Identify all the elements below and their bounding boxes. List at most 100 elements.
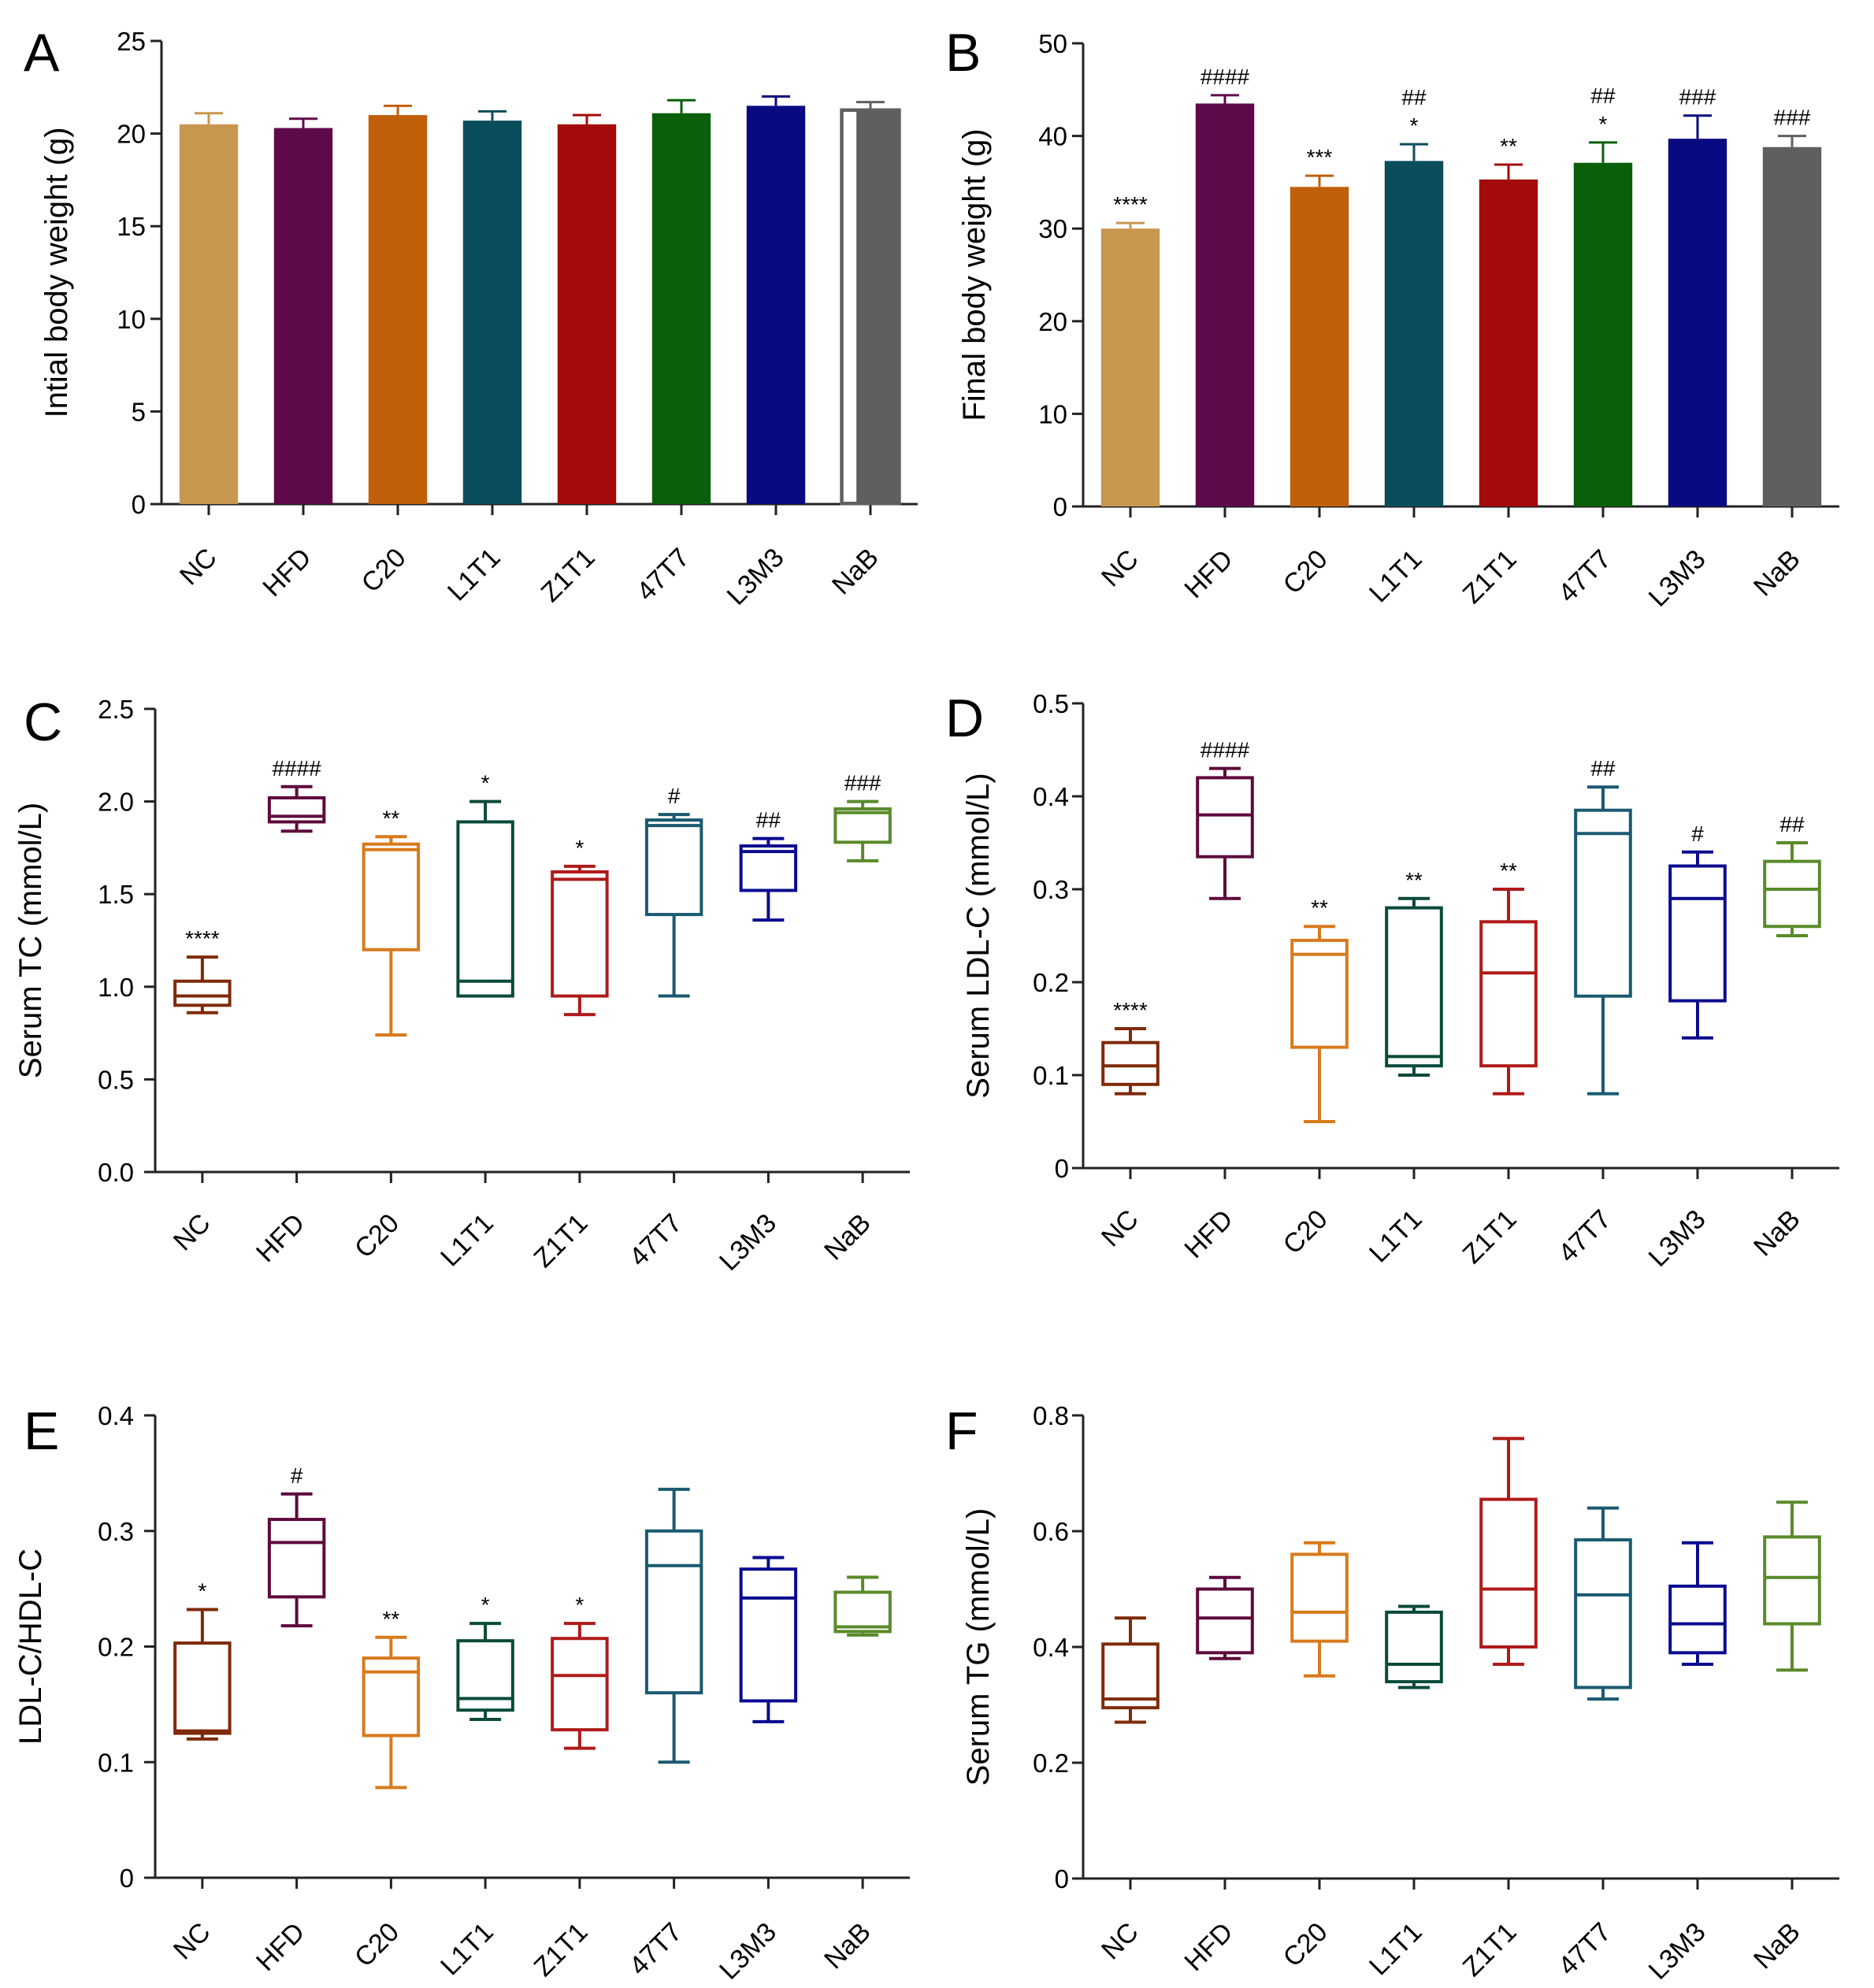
box (1668, 1584, 1727, 1655)
annotation: ### (1774, 106, 1811, 130)
box (362, 842, 421, 951)
annotation: ## (1590, 756, 1616, 781)
x-tick-label: 47T7 (624, 1917, 688, 1982)
annotation: # (1691, 822, 1704, 846)
x-tick-label: HFD (250, 1917, 310, 1977)
x-tick-label: Z1T1 (536, 543, 601, 608)
x-tick-label: L3M3 (714, 1917, 782, 1986)
y-tick-label: 40 (1038, 122, 1067, 151)
y-axis-label: Serum TG (mmol/L) (961, 1508, 996, 1786)
y-tick-label: 0.2 (98, 1633, 134, 1662)
box (551, 870, 609, 998)
x-tick-label: NaB (818, 1208, 877, 1267)
annotation: ** (1405, 868, 1423, 892)
x-tick-label: NC (1096, 1917, 1145, 1966)
panel-letter: A (24, 23, 60, 83)
panel-a: A 0 5 10 15 20 25 Intial body weight (g) NC HFD C2… (24, 23, 918, 611)
y-tick-label: 0.2 (1033, 968, 1069, 997)
x-tick-label: HFD (257, 543, 317, 603)
bar (1479, 179, 1538, 506)
y-axis-label: Final body weight (g) (957, 128, 992, 421)
bar (1573, 162, 1633, 507)
y-tick-label: 5 (132, 397, 146, 426)
annotation: * (575, 1593, 584, 1617)
x-tick-label: C20 (1278, 544, 1334, 600)
y-tick-label: 0.4 (1033, 782, 1069, 811)
box (267, 1518, 326, 1599)
annotation: ** (382, 806, 399, 830)
box (1763, 859, 1821, 929)
panel-e: E 0 0.1 0.2 0.3 0.4 LDL-C/HDL-C NC HFD C20 L1T1 Z1T… (13, 1401, 910, 1986)
box (267, 796, 326, 824)
annotation: **** (1113, 192, 1148, 217)
annotation: #### (1200, 738, 1250, 762)
y-tick-label: 0.0 (98, 1158, 134, 1187)
x-tick-label: L1T1 (435, 1917, 499, 1982)
y-axis-label: LDL-C/HDL-C (13, 1548, 48, 1745)
bar (1384, 161, 1444, 507)
y-tick-label: 0 (1055, 1154, 1069, 1183)
bar (273, 128, 333, 504)
annotation: ** (1311, 896, 1328, 920)
x-tick-label: Z1T1 (1457, 544, 1523, 610)
y-tick-label: 0 (132, 490, 146, 519)
x-tick-label: HFD (1178, 1917, 1238, 1977)
x-tick-label: 47T7 (1553, 1204, 1617, 1269)
box (1290, 938, 1349, 1049)
box (1290, 1552, 1349, 1643)
box (1479, 1497, 1538, 1649)
x-tick-label: L1T1 (435, 1208, 499, 1273)
x-tick-label: L3M3 (714, 1208, 782, 1277)
annotation: * (481, 1593, 490, 1617)
panel-b: B 0 10 20 30 40 50 Final body weight (g) NC HFD C2… (945, 23, 1839, 613)
x-tick-label: L3M3 (1643, 544, 1712, 613)
annotation: **** (1113, 998, 1148, 1022)
y-tick-label: 1.5 (98, 880, 134, 909)
panel-d: D 0 0.1 0.2 0.3 0.4 0.5 Serum LDL-C (mmol/L) NC H… (945, 688, 1839, 1273)
x-tick-label: NC (174, 543, 223, 592)
annotation: * (198, 1579, 206, 1604)
y-tick-label: 0.1 (1033, 1061, 1069, 1090)
bar (1195, 103, 1255, 506)
y-tick-label: 0 (1055, 1864, 1069, 1893)
annotation: # (668, 784, 681, 808)
y-tick-label: 15 (117, 212, 146, 241)
bar (1100, 228, 1160, 506)
box (173, 979, 232, 1007)
annotation: ## (1401, 85, 1427, 109)
x-tick-label: L1T1 (1364, 544, 1428, 609)
bar (1290, 187, 1349, 506)
x-tick-label: HFD (250, 1208, 310, 1268)
panel-letter: D (945, 688, 984, 748)
panel-letter: F (945, 1401, 978, 1461)
y-tick-label: 20 (1038, 307, 1067, 336)
box (1196, 776, 1254, 859)
bar (651, 113, 711, 504)
y-tick-label: 0.3 (1033, 875, 1069, 904)
x-tick-label: C20 (356, 543, 412, 599)
box (1196, 1587, 1254, 1655)
bar (746, 106, 806, 504)
panel-letter: C (24, 692, 62, 752)
y-tick-label: 2.5 (98, 695, 134, 724)
y-tick-label: 50 (1038, 29, 1067, 58)
annotation: ## (1779, 812, 1805, 836)
bar (462, 121, 522, 505)
x-tick-label: L1T1 (1364, 1917, 1428, 1982)
bar-highlight (843, 112, 857, 503)
y-tick-label: 0.5 (98, 1065, 134, 1094)
annotation: ** (382, 1607, 399, 1631)
box (739, 844, 798, 892)
annotation: #### (1200, 65, 1250, 89)
y-tick-label: 0.3 (98, 1517, 134, 1546)
x-tick-label: L1T1 (442, 543, 507, 607)
annotation: * (1410, 113, 1419, 138)
x-tick-label: NaB (1748, 1204, 1806, 1263)
y-tick-label: 0.4 (98, 1401, 134, 1430)
box (833, 1590, 892, 1634)
x-tick-label: L3M3 (722, 543, 790, 611)
bar (1668, 139, 1727, 507)
box (644, 1529, 703, 1695)
y-tick-label: 0.5 (1033, 689, 1069, 718)
annotation: * (1599, 112, 1608, 136)
